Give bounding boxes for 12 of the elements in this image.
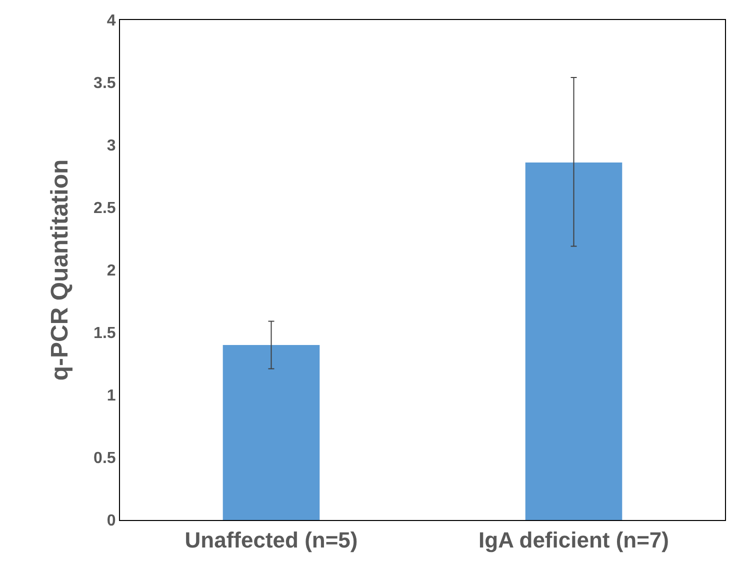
y-axis-title: q-PCR Quantitation (46, 159, 74, 381)
y-tick-label: 4 (106, 12, 116, 30)
x-tick-label: IgA deficient (n=7) (478, 527, 669, 552)
y-tick-label: 2 (106, 262, 116, 280)
x-tick-label: Unaffected (n=5) (184, 527, 358, 552)
y-tick-label: 0 (106, 512, 116, 530)
y-tick-label: 3 (106, 138, 116, 155)
y-tick-label: 1.5 (94, 325, 116, 342)
y-tick-label: 0.5 (94, 450, 116, 468)
y-tick-label: 1 (106, 388, 116, 405)
y-tick-label: 3.5 (94, 75, 116, 92)
y-tick-label: 2.5 (94, 200, 116, 218)
